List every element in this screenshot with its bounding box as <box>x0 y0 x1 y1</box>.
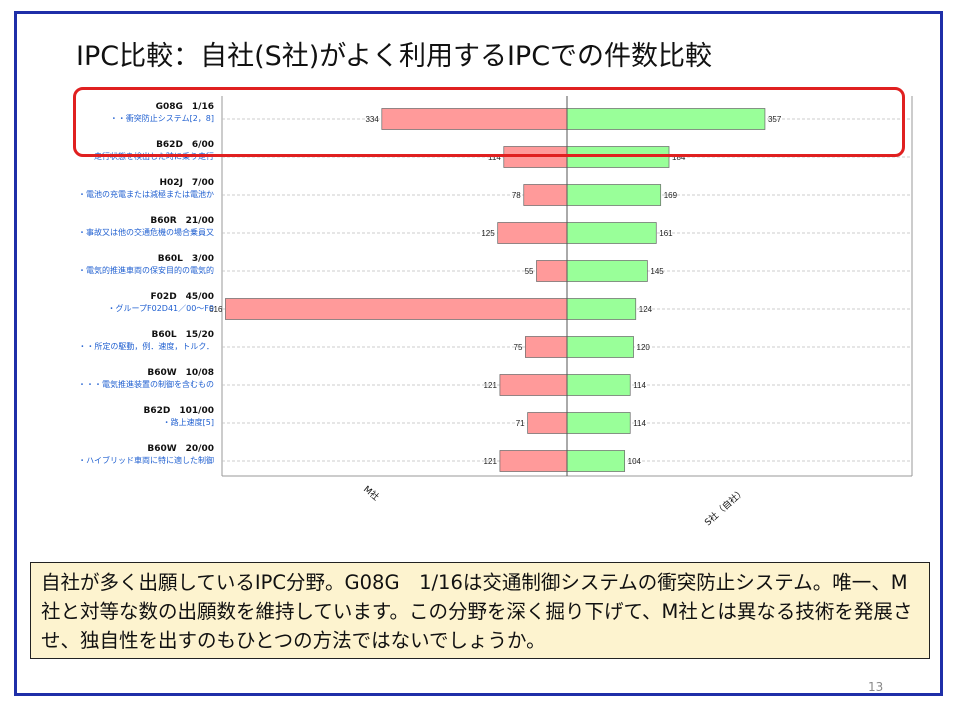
s-bar <box>566 374 631 396</box>
m-value-label: 78 <box>512 191 521 200</box>
series-label-s: S社（自社） <box>702 485 748 528</box>
m-value-label: 121 <box>484 381 498 390</box>
s-value-label: 114 <box>633 381 646 390</box>
ipc-desc-label: ・ハイブリッド車両に特に適した制御 <box>78 455 214 465</box>
s-bar <box>566 222 657 244</box>
m-bar <box>225 298 568 320</box>
ipc-desc-label: ・グループF02D41／00～F0 <box>107 303 214 313</box>
m-value-label: 75 <box>514 343 523 352</box>
m-bar <box>536 260 568 282</box>
s-value-label: 169 <box>664 191 678 200</box>
ipc-code-label: B62D 6/00 <box>156 140 214 150</box>
m-bar <box>527 412 568 434</box>
ipc-code-label: B60L 3/00 <box>158 254 214 264</box>
m-bar <box>523 184 568 206</box>
s-value-label: 161 <box>659 229 673 238</box>
ipc-code-label: G08G 1/16 <box>156 102 214 112</box>
series-label-m: M社 <box>361 483 382 503</box>
m-value-label: 616 <box>209 305 223 314</box>
s-value-label: 114 <box>633 419 646 428</box>
commentary-box: 自社が多く出願しているIPC分野。G08G 1/16は交通制御システムの衝突防止… <box>30 562 930 659</box>
m-value-label: 71 <box>516 419 525 428</box>
s-bar <box>566 298 637 320</box>
m-value-label: 55 <box>525 267 534 276</box>
s-bar <box>566 450 626 472</box>
s-bar <box>566 260 648 282</box>
ipc-code-label: F02D 45/00 <box>151 292 214 302</box>
m-bar <box>499 450 568 472</box>
ipc-code-label: B62D 101/00 <box>144 406 214 416</box>
ipc-desc-label: ・路上速度[5] <box>163 417 214 427</box>
m-value-label: 334 <box>365 115 379 124</box>
ipc-code-label: B60W 20/00 <box>147 444 214 454</box>
page-number: 13 <box>868 680 884 694</box>
ipc-comparison-chart: 334 357 G08G 1/16 ・・衝突防止システム[2，8] 114 184 B62D… <box>40 94 916 534</box>
ipc-code-label: B60R 21/00 <box>150 216 214 226</box>
ipc-desc-label: ・・所定の駆動，例．速度，トルク． <box>78 341 214 351</box>
ipc-desc-label: ・電池の充電または減極または電池か <box>78 189 214 199</box>
ipc-code-label: H02J 7/00 <box>160 178 214 188</box>
s-bar <box>566 184 662 206</box>
ipc-desc-label: ・・衝突防止システム[2，8] <box>110 113 214 123</box>
s-value-label: 104 <box>628 457 642 466</box>
m-bar <box>499 374 568 396</box>
s-value-label: 145 <box>650 267 664 276</box>
highlight-box-g08g <box>73 87 905 157</box>
s-value-label: 357 <box>768 115 782 124</box>
m-value-label: 114 <box>488 153 501 162</box>
s-bar <box>566 336 634 358</box>
m-bar <box>497 222 568 244</box>
m-value-label: 125 <box>481 229 495 238</box>
ipc-code-label: B60L 15/20 <box>152 330 214 340</box>
m-value-label: 121 <box>484 457 498 466</box>
s-value-label: 124 <box>639 305 653 314</box>
s-value-label: 184 <box>672 153 686 162</box>
slide-frame <box>14 11 943 696</box>
slide-title: IPC比較：自社(S社)がよく利用するIPCでの件数比較 <box>76 41 713 72</box>
chart-svg: 334 357 G08G 1/16・・衝突防止システム[2，8] 114 184 B62D… <box>78 96 913 528</box>
ipc-desc-label: ・電気的推進車両の保安目的の電気的 <box>78 265 214 275</box>
ipc-desc-label: ・事故又は他の交通危機の場合乗員又 <box>78 227 214 237</box>
m-bar <box>525 336 568 358</box>
ipc-code-label: B60W 10/08 <box>147 368 214 378</box>
ipc-desc-label: ・・・電気推進装置の制御を含むもの <box>78 379 214 389</box>
s-value-label: 120 <box>637 343 651 352</box>
s-bar <box>566 412 631 434</box>
